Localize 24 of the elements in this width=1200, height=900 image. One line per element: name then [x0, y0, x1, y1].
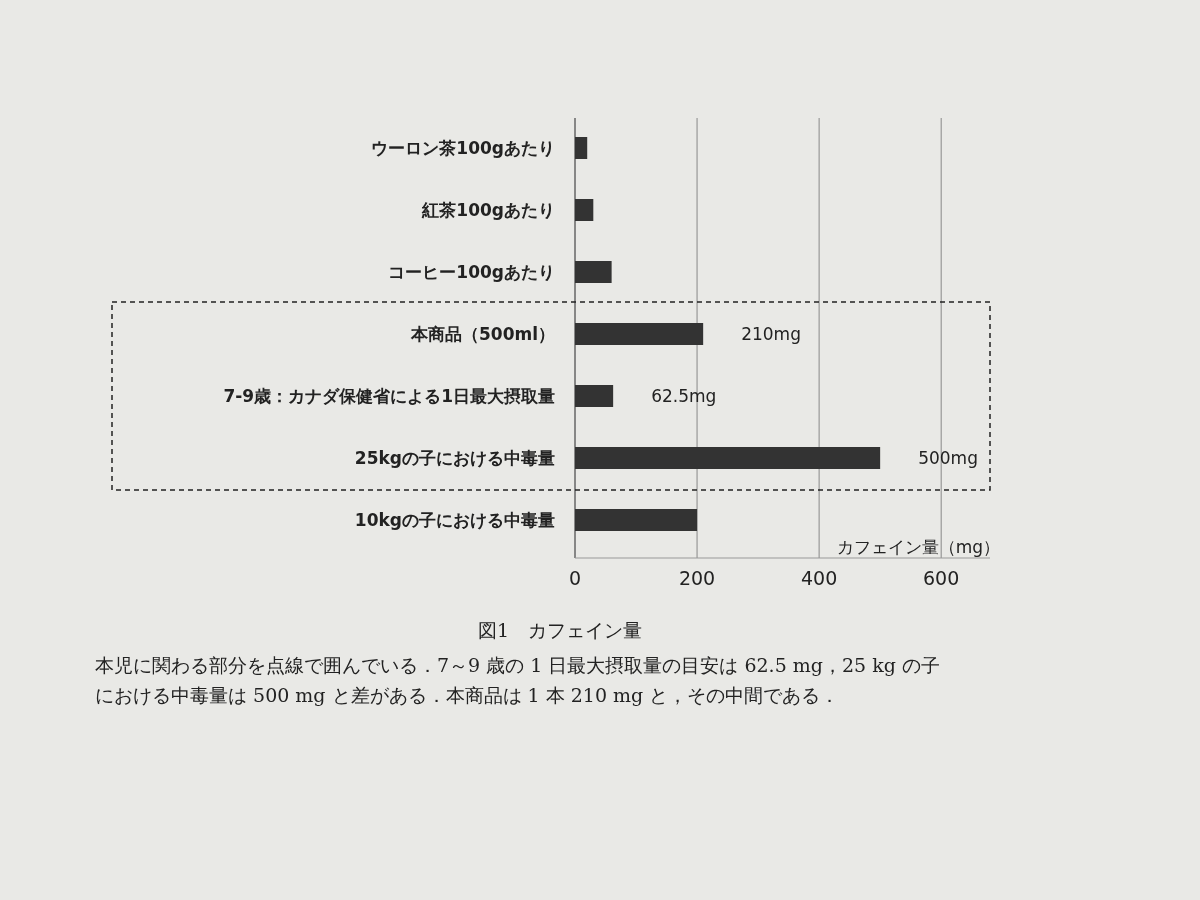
x-tick-label: 0 — [568, 567, 582, 589]
bar — [575, 385, 614, 407]
data-label: 500mg — [918, 448, 978, 468]
x-tick-label: 200 — [678, 567, 716, 589]
x-tick-label: 600 — [923, 567, 960, 589]
data-label: 62.5mg — [651, 386, 717, 406]
y-tick-label: コーヒー100gあたり — [388, 262, 555, 282]
y-tick-label: ウーロン茶100gあたり — [371, 138, 555, 158]
y-tick-label: 25kgの子における中毒量 — [354, 448, 555, 468]
x-axis-title: カフェイン量（mg） — [836, 537, 1000, 557]
data-label: 210mg — [741, 324, 801, 344]
bar — [575, 137, 588, 159]
y-tick-label: 紅茶100gあたり — [421, 200, 555, 220]
x-tick-label: 400 — [800, 567, 838, 589]
y-tick-label: 10kgの子における中毒量 — [354, 510, 555, 530]
text: 本児に関わる部分を点線で囲んでいる．7～9 歳の 1 日最大摂取量の目安は 62.5 mg，25 kg の子における中毒量は 500 mg と差がある．本商品は 1 本 210 mg と，その中間である． — [95, 653, 941, 708]
bar — [575, 323, 704, 345]
text: 図1 カフェイン量 — [477, 619, 643, 641]
y-tick-label: 7-9歳：カナダ保健省による1日最大摂取量 — [223, 386, 555, 406]
bar — [575, 199, 594, 221]
y-tick-label: 本商品（500ml） — [409, 324, 555, 344]
bar — [575, 509, 698, 531]
bar — [575, 447, 881, 469]
bar — [575, 261, 612, 283]
